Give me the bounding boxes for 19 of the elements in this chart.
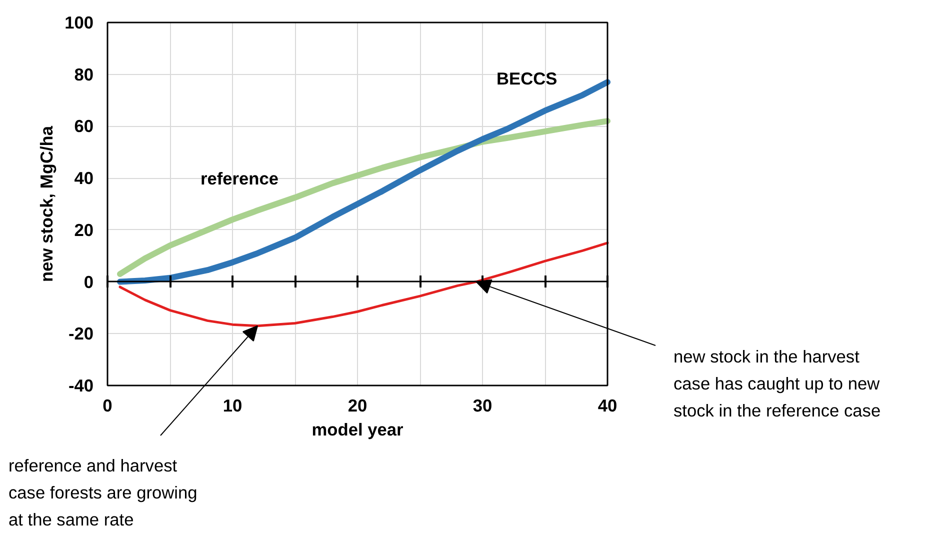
x-axis-title: model year (312, 420, 404, 440)
y-tick-label: 60 (74, 116, 94, 136)
x-tick-label: 30 (472, 396, 492, 416)
series-label: BECCS (496, 68, 558, 88)
y-tick-label: 20 (74, 220, 94, 240)
x-tick-label: 20 (348, 396, 368, 416)
y-tick-label: -40 (68, 376, 94, 396)
y-tick-label: -20 (68, 324, 94, 344)
series-label: reference (200, 168, 279, 188)
x-tick-label: 0 (102, 396, 112, 416)
y-tick-label: 100 (64, 12, 94, 32)
x-tick-label: 40 (598, 396, 618, 416)
annotation: new stock in the harvest case has caught up to new stock in the reference case (674, 346, 881, 420)
y-tick-label: 40 (74, 168, 94, 188)
x-tick-label: 10 (222, 396, 242, 416)
annotation: reference and harvest case forests are growing at the same rate (8, 456, 198, 530)
y-tick-label: 0 (84, 272, 94, 292)
y-axis-title: new stock, MgC/ha (36, 126, 57, 282)
y-tick-label: 80 (74, 64, 94, 84)
